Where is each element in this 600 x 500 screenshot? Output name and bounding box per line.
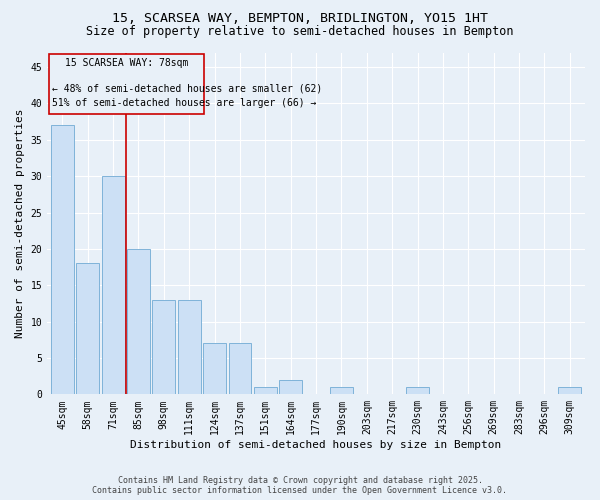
Text: 51% of semi-detached houses are larger (66) →: 51% of semi-detached houses are larger (… [52,98,316,108]
Text: Contains HM Land Registry data © Crown copyright and database right 2025.: Contains HM Land Registry data © Crown c… [118,476,482,485]
Bar [559,387,581,394]
Text: ← 48% of semi-detached houses are smaller (62): ← 48% of semi-detached houses are smalle… [52,84,322,94]
Bar [178,300,200,394]
Bar [51,125,74,394]
Text: Size of property relative to semi-detached houses in Bempton: Size of property relative to semi-detach… [86,25,514,38]
Text: 15 SCARSEA WAY: 78sqm: 15 SCARSEA WAY: 78sqm [65,58,188,68]
Bar [203,344,226,394]
FancyBboxPatch shape [49,54,205,114]
Bar [102,176,125,394]
Bar [229,344,251,394]
Bar [152,300,175,394]
Bar [254,387,277,394]
Text: Contains public sector information licensed under the Open Government Licence v3: Contains public sector information licen… [92,486,508,495]
Text: 15, SCARSEA WAY, BEMPTON, BRIDLINGTON, YO15 1HT: 15, SCARSEA WAY, BEMPTON, BRIDLINGTON, Y… [112,12,488,26]
Bar [330,387,353,394]
Bar [406,387,429,394]
Bar [76,264,99,394]
Y-axis label: Number of semi-detached properties: Number of semi-detached properties [15,108,25,338]
Bar [127,249,150,394]
X-axis label: Distribution of semi-detached houses by size in Bempton: Distribution of semi-detached houses by … [130,440,502,450]
Bar [279,380,302,394]
